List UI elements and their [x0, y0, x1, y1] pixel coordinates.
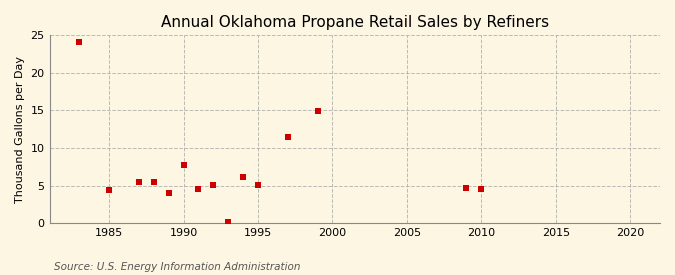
Text: Source: U.S. Energy Information Administration: Source: U.S. Energy Information Administ…	[54, 262, 300, 272]
Point	[282, 135, 293, 140]
Point	[252, 183, 263, 187]
Point	[208, 183, 219, 187]
Point	[476, 187, 487, 191]
Point	[148, 180, 159, 184]
Y-axis label: Thousand Gallons per Day: Thousand Gallons per Day	[15, 56, 25, 203]
Point	[74, 40, 85, 44]
Title: Annual Oklahoma Propane Retail Sales by Refiners: Annual Oklahoma Propane Retail Sales by …	[161, 15, 549, 30]
Point	[163, 191, 174, 195]
Point	[193, 187, 204, 191]
Point	[223, 219, 234, 224]
Point	[461, 186, 472, 190]
Point	[104, 188, 115, 192]
Point	[312, 109, 323, 113]
Point	[134, 180, 144, 184]
Point	[238, 174, 248, 179]
Point	[178, 162, 189, 167]
